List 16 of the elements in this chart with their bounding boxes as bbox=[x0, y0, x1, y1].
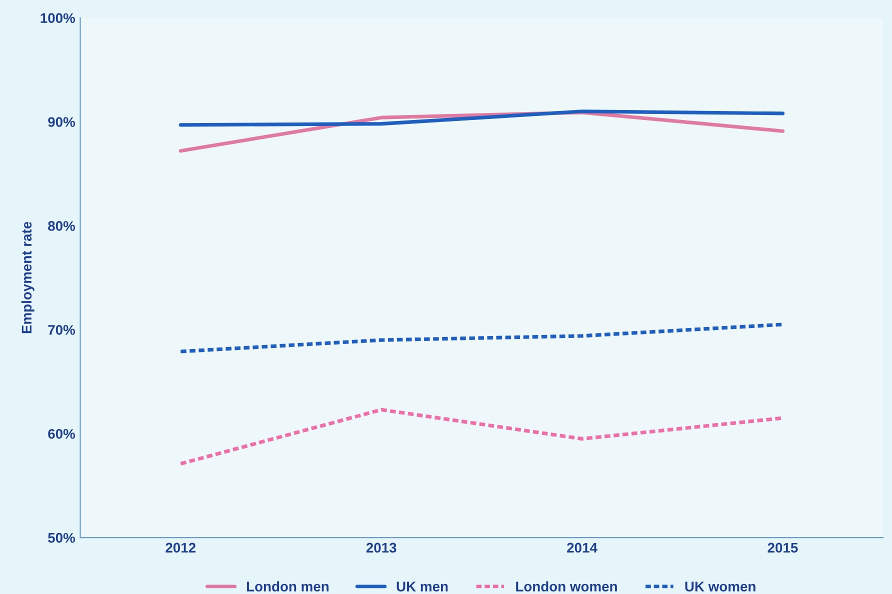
legend-label: London women bbox=[516, 581, 617, 592]
y-tick-label: 50% bbox=[48, 532, 76, 543]
y-tick-label: 90% bbox=[48, 117, 76, 127]
x-tick-label: 2013 bbox=[366, 542, 396, 553]
x-tick-label: 2012 bbox=[166, 542, 196, 553]
y-tick-label: 100% bbox=[40, 13, 76, 23]
y-tick-label: 70% bbox=[48, 325, 76, 335]
legend-label: UK men bbox=[396, 582, 448, 592]
x-tick-label: 2014 bbox=[567, 542, 598, 553]
legend-label: UK women bbox=[685, 582, 756, 592]
y-tick-label: 60% bbox=[48, 428, 76, 439]
y-axis-title: Employment rate bbox=[21, 222, 34, 334]
legend-label: London men bbox=[246, 581, 329, 592]
x-tick-label: 2015 bbox=[768, 542, 798, 553]
line-series bbox=[178, 110, 785, 127]
y-tick-label: 80% bbox=[48, 221, 76, 231]
